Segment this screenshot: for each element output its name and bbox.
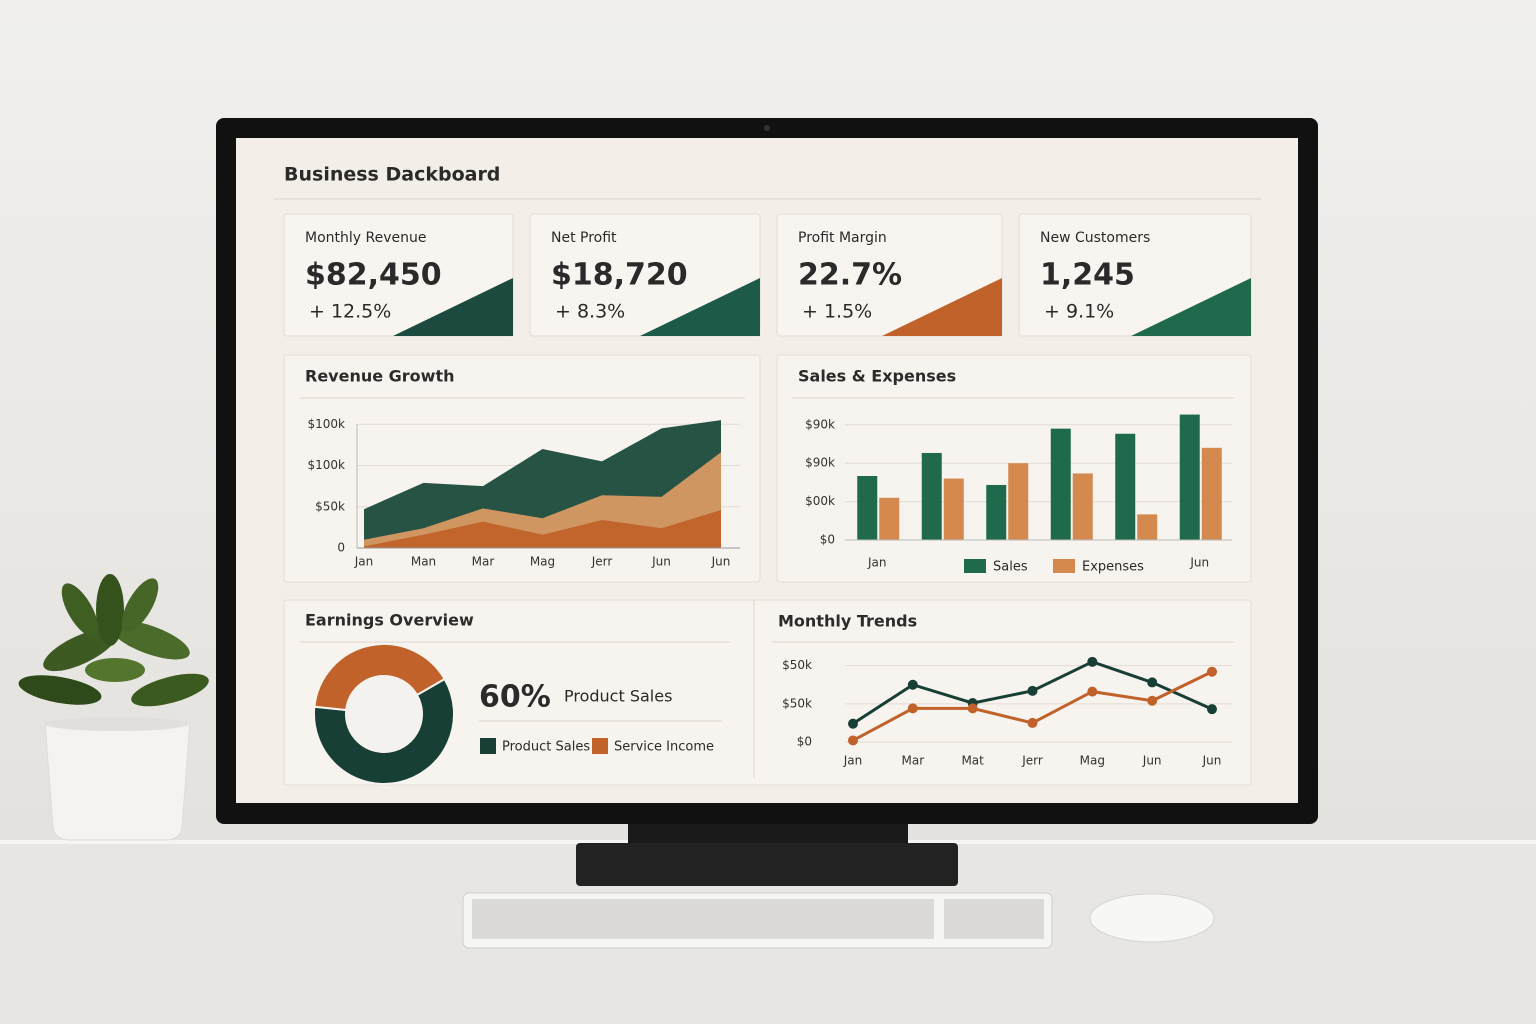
donut-hole xyxy=(346,676,422,752)
panel xyxy=(283,599,1252,786)
x-tick-label: Jerr xyxy=(591,555,613,569)
point xyxy=(848,735,858,746)
point xyxy=(1147,695,1158,706)
y-tick-label: $50k xyxy=(782,696,812,710)
card-change: + 8.3% xyxy=(555,301,625,323)
bar xyxy=(1008,463,1029,540)
card-change: + 12.5% xyxy=(309,301,391,323)
y-tick-label: $50k xyxy=(315,499,345,513)
card-label: New Customers xyxy=(1040,230,1150,246)
legend-label: Product Sales xyxy=(502,740,590,755)
point xyxy=(1207,704,1217,715)
x-tick-label: Mag xyxy=(530,555,555,569)
x-tick-label: Jan xyxy=(354,555,374,569)
dashboard-title: Business Dackboard xyxy=(284,164,500,186)
y-tick-label: $0 xyxy=(820,533,835,547)
panel-title: Monthly Trends xyxy=(778,612,917,631)
x-tick-label: Jun xyxy=(1202,754,1222,768)
card-change: + 9.1% xyxy=(1044,301,1114,323)
card-value: $18,720 xyxy=(551,258,688,293)
legend-swatch xyxy=(964,559,986,573)
area xyxy=(364,510,721,548)
bar xyxy=(1201,447,1222,540)
point xyxy=(1087,656,1098,667)
point xyxy=(967,703,978,714)
card-change: + 1.5% xyxy=(802,301,872,323)
x-tick-label: Man xyxy=(411,555,436,569)
y-tick-label: $0 xyxy=(797,735,812,749)
keyboard xyxy=(462,892,1053,949)
panel-title: Sales & Expenses xyxy=(798,367,956,386)
legend-swatch xyxy=(592,738,608,754)
x-tick-label: Jun xyxy=(711,555,731,569)
x-tick-label: Jun xyxy=(651,555,671,569)
y-tick-label: $90k xyxy=(805,417,835,431)
x-tick-label: Mar xyxy=(472,555,495,569)
x-tick-label: Mar xyxy=(902,754,925,768)
y-tick-label: $100k xyxy=(308,458,346,472)
card-accent xyxy=(882,278,1002,336)
y-tick-label: $50k xyxy=(782,658,812,672)
bar xyxy=(986,484,1007,540)
bar xyxy=(1179,414,1200,540)
x-tick-label: Jun xyxy=(1189,556,1209,570)
point xyxy=(907,703,918,714)
point xyxy=(1147,677,1158,688)
panel-title: Revenue Growth xyxy=(305,367,455,386)
card-value: 22.7% xyxy=(798,258,902,293)
legend-label: Service Income xyxy=(614,740,714,755)
x-tick-label: Jun xyxy=(1142,754,1162,768)
bar xyxy=(943,478,964,540)
x-tick-label: Jan xyxy=(843,754,863,768)
point xyxy=(1027,717,1038,728)
bar xyxy=(1050,428,1071,540)
legend-swatch xyxy=(480,738,496,754)
point xyxy=(848,718,858,729)
bar xyxy=(1072,473,1093,540)
point xyxy=(1087,686,1098,697)
point xyxy=(907,679,918,690)
x-tick-label: Mag xyxy=(1080,754,1105,768)
card-label: Monthly Revenue xyxy=(305,230,426,246)
highlight-value: 60% xyxy=(479,680,551,715)
card-label: Profit Margin xyxy=(798,230,887,246)
bar xyxy=(857,476,878,540)
card-accent xyxy=(393,278,513,336)
point xyxy=(1027,685,1038,696)
card-value: $82,450 xyxy=(305,258,442,293)
legend-swatch xyxy=(1053,559,1075,573)
plant xyxy=(18,574,209,841)
mouse xyxy=(1089,893,1215,943)
card-label: Net Profit xyxy=(551,230,617,246)
panel-title: Earnings Overview xyxy=(305,611,474,630)
y-tick-label: $00k xyxy=(805,494,835,508)
monitor-base xyxy=(576,843,958,886)
highlight-label: Product Sales xyxy=(564,687,672,706)
bar xyxy=(921,452,942,540)
camera xyxy=(764,125,770,131)
y-tick-label: $90k xyxy=(805,456,835,470)
point xyxy=(1207,666,1217,677)
x-tick-label: Mat xyxy=(961,754,984,768)
card-accent xyxy=(1131,278,1251,336)
legend-label: Expenses xyxy=(1082,560,1144,575)
bar xyxy=(1137,514,1158,540)
bar xyxy=(879,497,900,540)
card-accent xyxy=(640,278,760,336)
x-tick-label: Jerr xyxy=(1021,754,1043,768)
y-tick-label: $100k xyxy=(308,417,346,431)
legend-label: Sales xyxy=(993,560,1028,575)
card-value: 1,245 xyxy=(1040,258,1135,293)
bar xyxy=(1115,433,1136,540)
x-tick-label: Jan xyxy=(867,556,887,570)
y-tick-label: 0 xyxy=(337,541,345,555)
